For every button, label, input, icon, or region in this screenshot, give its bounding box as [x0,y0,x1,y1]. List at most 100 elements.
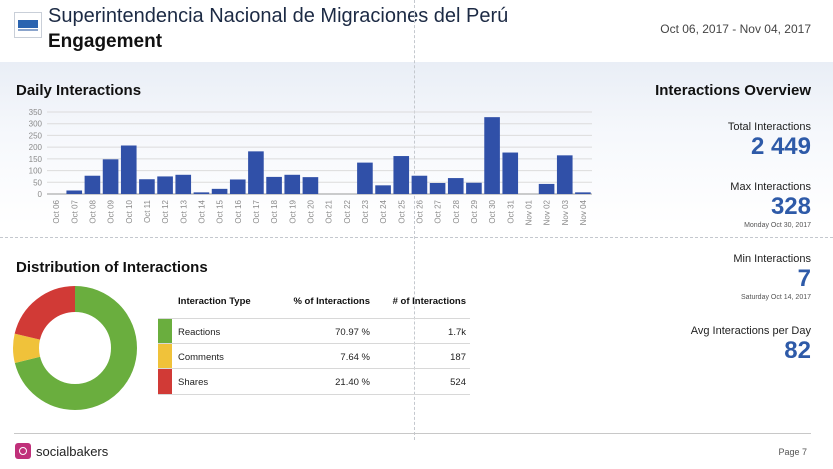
min-interactions-date: Saturday Oct 14, 2017 [740,294,811,301]
table-row: Reactions 70.97 % 1.7k [158,318,470,344]
x-tick-label: Oct 06 [52,199,61,223]
footer-divider [14,433,811,434]
y-tick-label: 350 [29,108,43,117]
shares-swatch [158,369,172,394]
x-tick-label: Oct 16 [234,199,243,223]
total-interactions-label: Total Interactions [727,121,811,133]
footer-brand: socialbakers [36,444,109,459]
date-range: Oct 06, 2017 - Nov 04, 2017 [660,22,811,36]
x-tick-label: Oct 10 [125,199,134,223]
comments-swatch [158,344,172,369]
min-interactions-value: 7 [797,265,811,292]
daily-bar [429,182,446,194]
daily-interactions-heading: Daily Interactions [16,82,142,99]
col-header-count: # of Interactions [392,296,466,307]
x-tick-label: Oct 12 [161,199,170,223]
row-percent: 21.40 % [335,377,370,388]
x-tick-label: Oct 17 [252,199,261,223]
x-tick-label: Oct 20 [306,199,315,223]
x-tick-label: Oct 21 [325,199,334,223]
donut-slice-comments [13,286,137,410]
total-interactions-value: 2 449 [750,133,811,160]
daily-bar [175,174,192,194]
daily-bar [157,176,173,194]
daily-bar [66,190,83,194]
horizontal-divider [0,237,833,238]
x-tick-label: Oct 25 [397,199,406,223]
daily-bar [575,192,591,194]
min-interactions-label: Min Interactions [733,253,811,265]
max-interactions-value: 328 [770,193,811,220]
x-tick-label: Oct 07 [70,199,79,223]
daily-bar [375,185,391,194]
x-tick-label: Oct 29 [470,199,479,223]
y-tick-label: 150 [29,155,43,164]
row-percent: 70.97 % [335,327,370,338]
x-tick-label: Oct 13 [179,199,188,223]
daily-bar [466,182,482,194]
row-count: 1.7k [448,327,466,338]
y-tick-label: 50 [33,178,42,187]
socialbakers-logo-icon [15,443,31,459]
daily-bar [502,152,519,194]
x-tick-label: Oct 27 [434,199,443,223]
daily-bar [211,188,228,194]
y-tick-label: 300 [29,120,43,129]
x-tick-label: Oct 19 [288,199,297,223]
x-tick-label: Oct 26 [415,199,424,223]
reactions-swatch [158,319,172,344]
daily-bar [302,177,319,194]
daily-bar [556,155,573,194]
row-type: Shares [178,377,209,388]
daily-bar [84,175,101,194]
page-subtitle: Engagement [48,31,163,52]
x-tick-label: Oct 18 [270,199,279,223]
row-type: Reactions [178,327,221,338]
x-tick-label: Oct 31 [506,199,515,223]
daily-bar [447,178,464,194]
col-header-type: Interaction Type [178,296,251,307]
x-tick-label: Nov 02 [543,199,552,225]
x-tick-label: Nov 03 [561,199,570,225]
x-tick-label: Oct 30 [488,199,497,223]
max-interactions-date: Monday Oct 30, 2017 [744,222,811,229]
x-tick-label: Oct 22 [343,199,352,223]
x-tick-label: Oct 24 [379,199,388,223]
col-header-percent: % of Interactions [293,296,370,307]
x-tick-label: Oct 11 [143,199,152,223]
y-tick-label: 100 [29,167,43,176]
table-bottom-rule [158,394,470,395]
y-tick-label: 250 [29,131,43,140]
daily-bar [139,179,155,194]
interactions-overview-heading: Interactions Overview [655,82,811,99]
daily-bar [193,192,210,194]
row-percent: 7.64 % [340,352,370,363]
daily-bar [102,159,119,194]
y-tick-label: 200 [29,143,43,152]
table-row: Shares 21.40 % 524 [158,368,470,394]
migraciones-logo [14,12,42,38]
table-row: Comments 7.64 % 187 [158,343,470,369]
vertical-divider [414,0,415,440]
donut-slice-shares [13,286,137,410]
row-count: 524 [450,377,466,388]
report-header: Superintendencia Nacional de Migraciones… [0,0,833,62]
daily-bar [393,156,410,194]
daily-bar [266,176,282,194]
daily-bar [411,175,428,194]
daily-bar [357,162,373,194]
x-tick-label: Oct 28 [452,199,461,223]
content-background [0,62,833,469]
daily-bar [229,179,246,194]
daily-bar [484,117,500,194]
daily-interactions-chart: 0 50 100 150 200 250 300 350 Oct 06 Oct 07 Oct 08 O… [29,108,592,225]
avg-interactions-label: Avg Interactions per Day [690,325,811,337]
x-tick-label: Oct 08 [88,199,97,223]
x-tick-label: Nov 01 [524,199,533,225]
x-tick-label: Oct 23 [361,199,370,223]
daily-bar [284,174,301,194]
daily-bar [248,151,264,194]
row-count: 187 [450,352,466,363]
y-tick-label: 0 [38,190,43,199]
avg-interactions-value: 82 [784,337,811,364]
